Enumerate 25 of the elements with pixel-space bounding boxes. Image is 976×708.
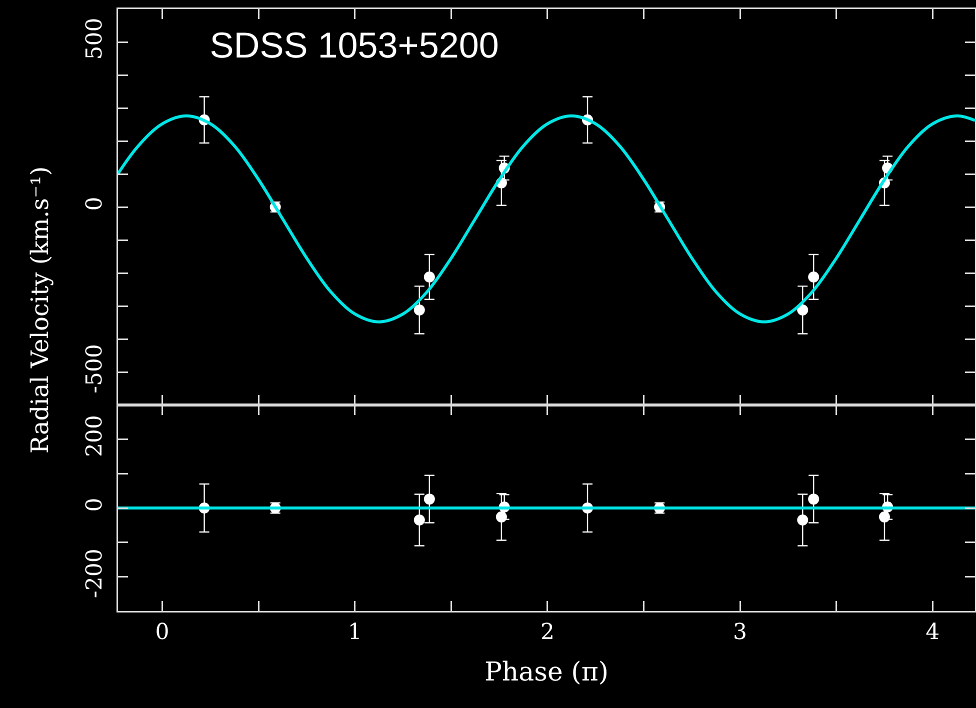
x-tick-label: 4 [926,620,940,645]
point [797,514,808,526]
y-tick-label: 500 [82,18,108,60]
point [414,514,425,526]
y-axis-title: Radial Velocity (km.s⁻¹) [26,166,54,454]
point [424,271,435,282]
point [808,494,820,505]
y-tick-label: 0 [82,498,108,512]
line-series [118,114,975,324]
point [414,304,425,316]
point [808,271,820,282]
x-tick-label: 3 [733,620,748,645]
x-tick-label: 0 [155,620,170,645]
point [797,304,808,316]
point [424,494,435,505]
point [496,511,507,522]
text: SDSS 1053+5200 [210,24,499,66]
y-tick-label: 0 [82,196,108,211]
point [878,511,890,522]
y-tick-label: -200 [82,548,108,598]
y-tick-label: 200 [82,415,108,458]
x-tick-label: 1 [348,620,362,645]
x-tick-label: 2 [540,620,554,645]
x-axis-title: Phase (π) [484,657,609,688]
y-tick-label: -500 [82,344,108,394]
